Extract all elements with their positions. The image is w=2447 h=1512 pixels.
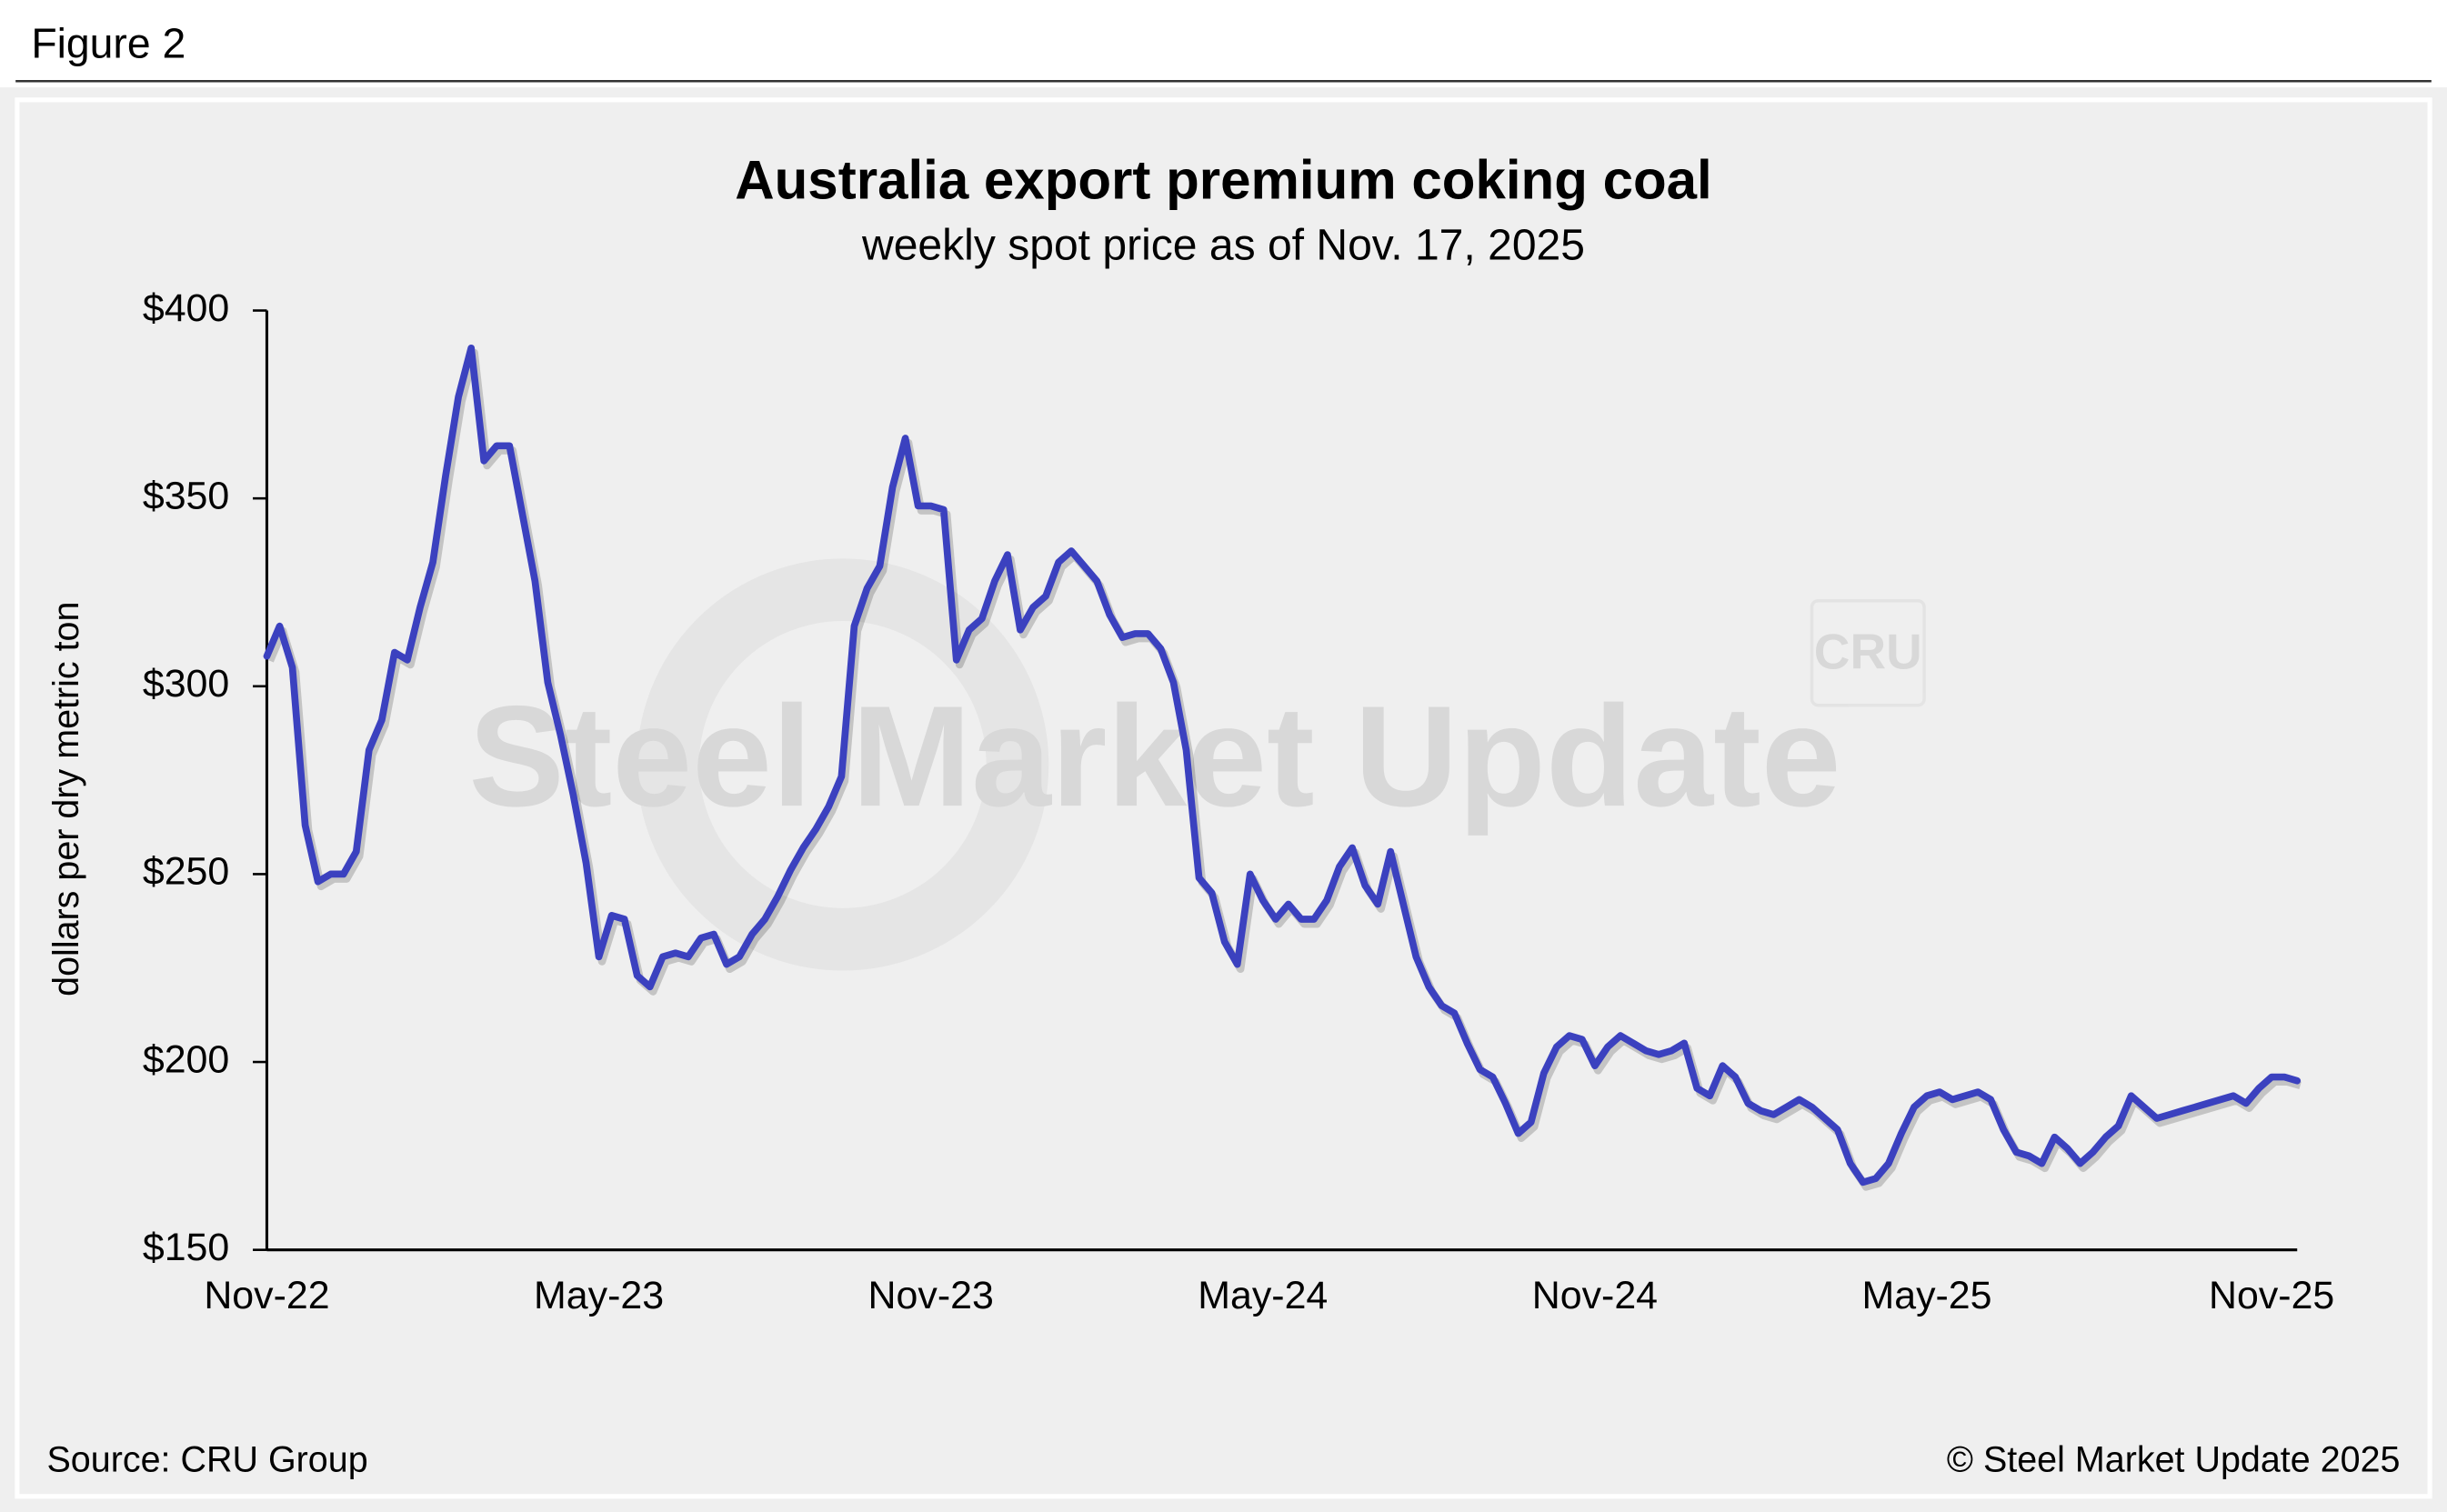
y-axis-label: dollars per dry metric ton bbox=[46, 602, 86, 996]
chart-subtitle: weekly spot price as of Nov. 17, 2025 bbox=[861, 222, 1585, 270]
watermark-group: Steel Market Update CRU bbox=[468, 558, 1926, 971]
x-tick-label: Nov-23 bbox=[868, 1274, 994, 1317]
y-tick-label: $250 bbox=[143, 850, 229, 894]
x-tick-label: Nov-22 bbox=[204, 1274, 329, 1317]
watermark-logo-box bbox=[1810, 599, 1926, 707]
source-note: Source: CRU Group bbox=[46, 1440, 367, 1480]
data-line-shadow bbox=[266, 348, 2302, 1191]
x-tick-label: Nov-24 bbox=[1532, 1274, 1658, 1317]
data-line bbox=[263, 344, 2302, 1187]
x-tick-label: Nov-25 bbox=[2209, 1274, 2334, 1317]
x-tick-label: May-25 bbox=[1861, 1274, 1991, 1317]
watermark-text: Steel Market Update bbox=[468, 676, 1840, 836]
y-tick-label: $300 bbox=[143, 662, 229, 706]
copyright-note: © Steel Market Update 2025 bbox=[1947, 1440, 2401, 1480]
y-tick-label: $200 bbox=[143, 1037, 229, 1081]
x-tick-label: May-24 bbox=[1198, 1274, 1328, 1317]
header-band bbox=[0, 0, 2447, 88]
chart-title: Australia export premium coking coal bbox=[735, 149, 1711, 210]
y-tick-label: $350 bbox=[143, 474, 229, 517]
watermark-logo: CRU bbox=[1814, 623, 1922, 679]
watermark-ring bbox=[637, 558, 1049, 971]
y-tick-label: $400 bbox=[143, 286, 229, 330]
figure-label: Figure 2 bbox=[31, 20, 186, 67]
y-tick-label: $150 bbox=[143, 1226, 229, 1269]
chart-panel bbox=[15, 97, 2432, 1499]
x-tick-label: May-23 bbox=[534, 1274, 664, 1317]
